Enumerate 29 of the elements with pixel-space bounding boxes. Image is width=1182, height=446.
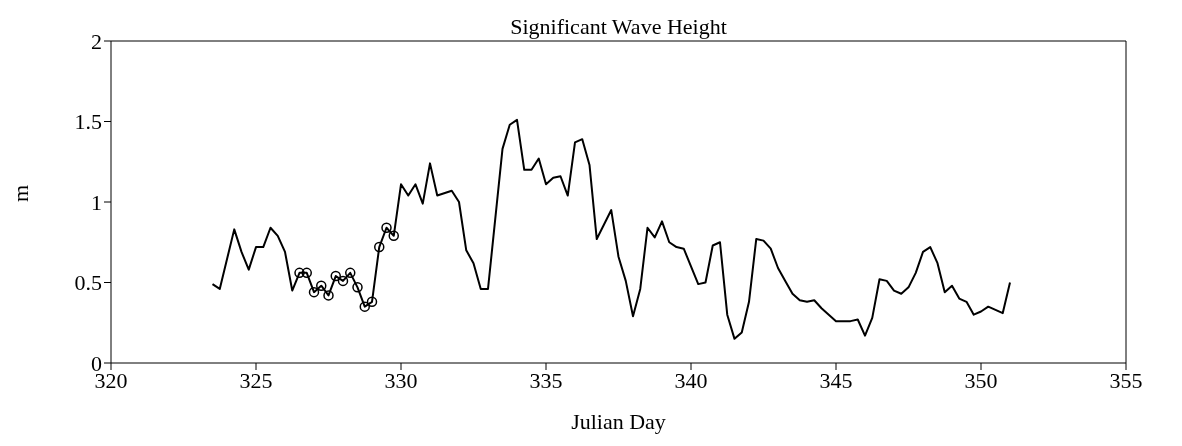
point: [323, 290, 334, 301]
y-axis-title: m: [7, 184, 33, 202]
x-tick-label: 350: [964, 367, 998, 393]
x-tick-label: 330: [384, 367, 418, 393]
y-tick-label: 0.5: [74, 270, 102, 296]
point: [316, 280, 327, 291]
y-tick-label: 1.5: [74, 109, 102, 135]
point: [330, 270, 341, 282]
x-tick-label: 355: [1109, 367, 1143, 393]
x-axis-title: Julian Day: [571, 409, 666, 434]
x-tick-label: 335: [529, 367, 563, 393]
point: [337, 275, 349, 287]
x-tick-label: 345: [819, 367, 853, 393]
point: [308, 286, 320, 298]
point: [359, 301, 370, 312]
x-tick-label: 325: [239, 367, 273, 393]
point: [301, 267, 312, 279]
y-tick-label: 1: [91, 189, 102, 215]
point: [345, 267, 356, 279]
chart-title: Significant Wave Height: [509, 14, 728, 40]
point: [388, 230, 399, 242]
line-series: [211, 118, 1011, 340]
point: [366, 296, 378, 308]
point: [294, 267, 305, 279]
y-tick-label: 2: [91, 28, 102, 54]
point: [352, 282, 363, 293]
x-tick-label: 340: [674, 367, 708, 393]
point: [374, 241, 385, 253]
point: [381, 222, 392, 234]
